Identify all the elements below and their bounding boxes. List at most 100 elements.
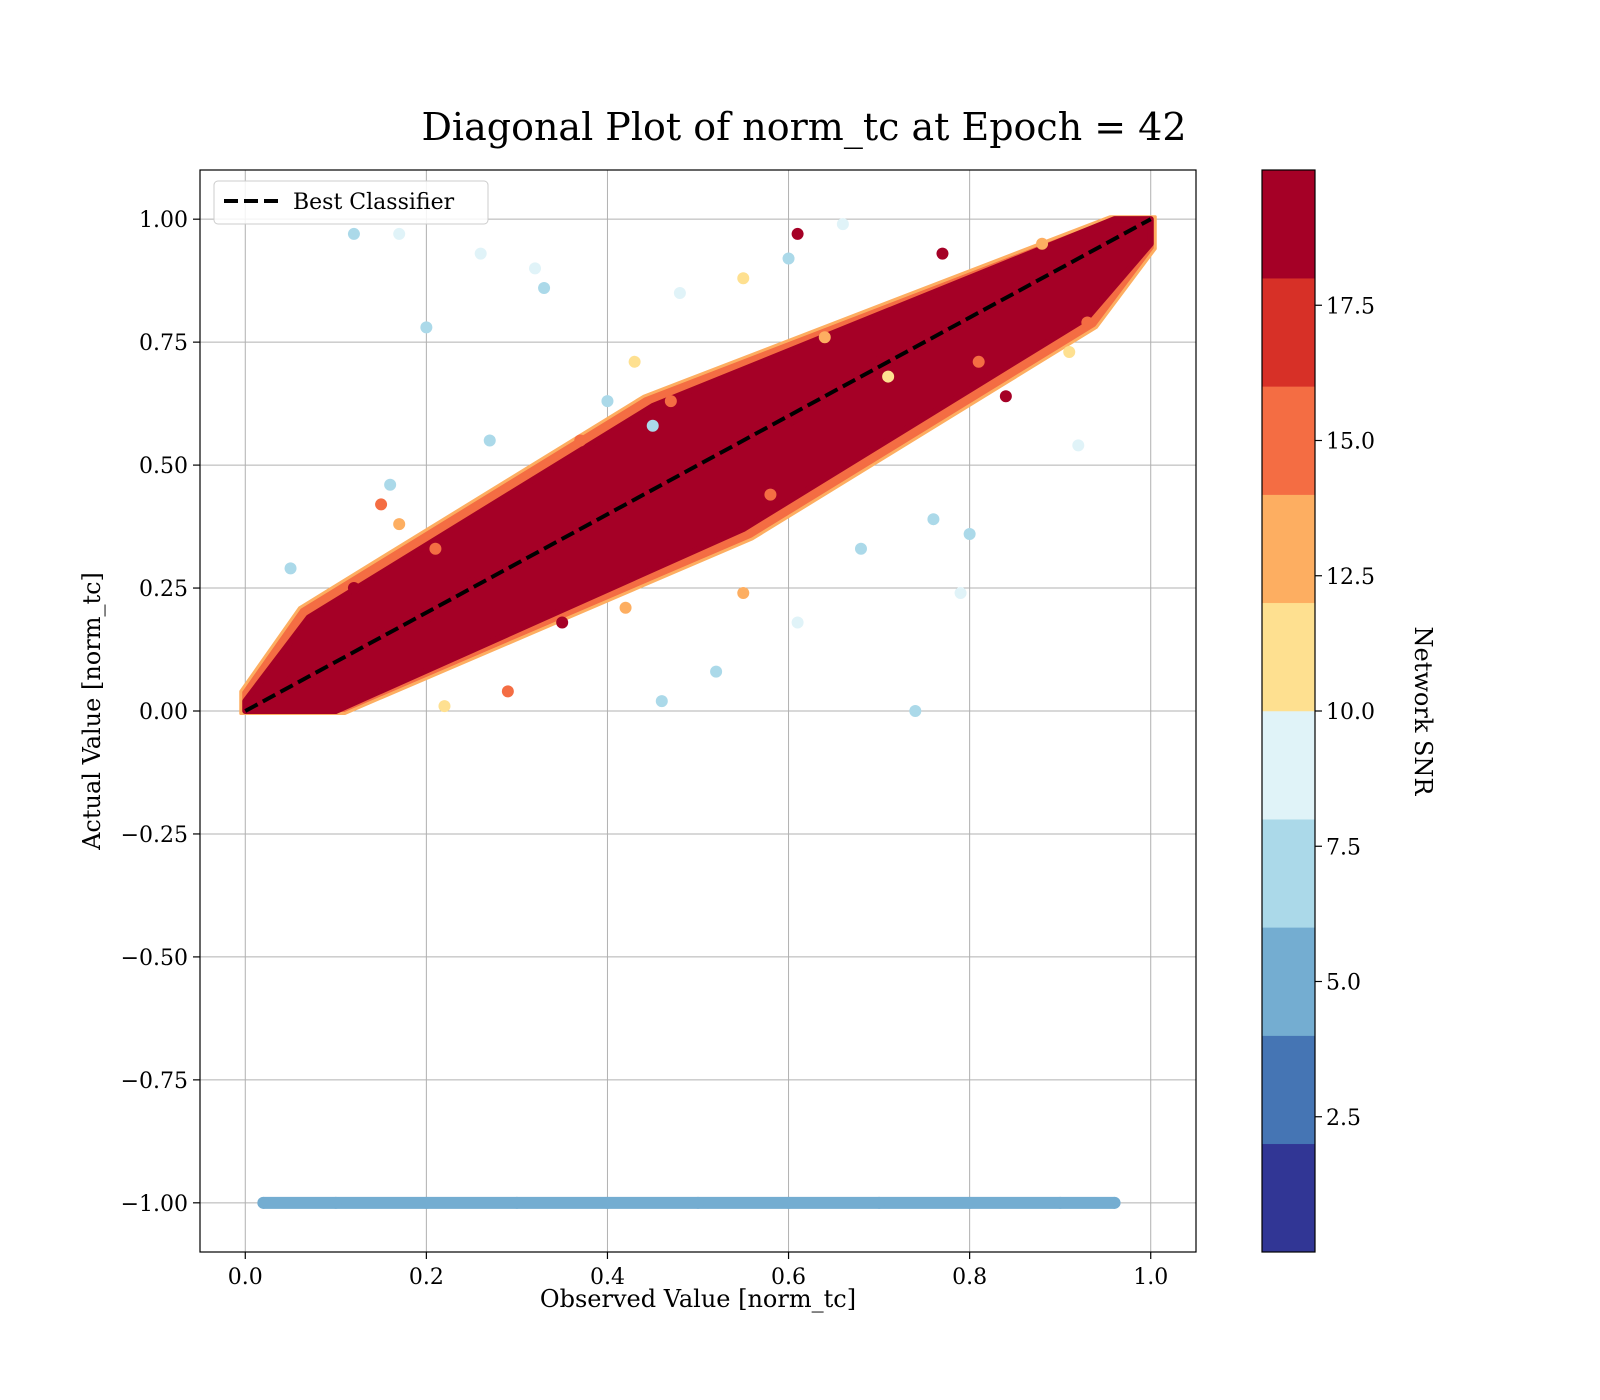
y-tick-label: −0.75 bbox=[121, 1069, 188, 1094]
colorbar-tick-label: 2.5 bbox=[1326, 1106, 1361, 1131]
data-point bbox=[556, 616, 569, 629]
data-point bbox=[909, 705, 922, 717]
data-point bbox=[818, 331, 831, 344]
data-point bbox=[664, 395, 677, 408]
data-point bbox=[483, 434, 496, 447]
y-axis-ticks: 1.00 0.75 0.50 0.25 0.00 −0.25 −0.50 −0.75 −1.00 bbox=[121, 208, 200, 1217]
data-point bbox=[393, 227, 406, 240]
colorbar-tick-label: 5.0 bbox=[1326, 971, 1361, 996]
colorbar-tick-label: 7.5 bbox=[1326, 835, 1361, 860]
data-point bbox=[529, 262, 542, 275]
colorbar-segment bbox=[1261, 710, 1316, 820]
data-point bbox=[601, 395, 614, 408]
y-tick-label: −0.50 bbox=[121, 946, 188, 971]
colorbar-segment bbox=[1261, 169, 1316, 279]
data-point bbox=[347, 582, 360, 595]
x-tick-label: 0.2 bbox=[409, 1265, 444, 1290]
x-tick-label: 0.4 bbox=[590, 1265, 625, 1290]
data-point bbox=[1072, 439, 1085, 452]
data-point bbox=[347, 227, 360, 240]
grid bbox=[200, 170, 1196, 1252]
data-point bbox=[438, 700, 451, 713]
data-point bbox=[384, 478, 397, 491]
data-point bbox=[601, 503, 614, 516]
y-tick-label: 1.00 bbox=[139, 208, 188, 233]
data-points bbox=[257, 218, 1121, 1209]
data-point bbox=[501, 685, 514, 698]
colorbar-tick-label: 10.0 bbox=[1326, 700, 1375, 725]
colorbar-segment bbox=[1261, 1035, 1316, 1145]
colorbar-label: Network SNR bbox=[1409, 627, 1437, 797]
y-tick-label: 0.50 bbox=[139, 454, 188, 479]
data-point bbox=[782, 414, 795, 427]
data-point bbox=[1054, 1196, 1067, 1209]
data-point bbox=[1108, 1196, 1121, 1209]
data-point bbox=[936, 247, 949, 260]
data-point bbox=[999, 390, 1012, 403]
data-point bbox=[692, 1196, 704, 1209]
colorbar-tick-label: 12.5 bbox=[1326, 565, 1375, 590]
data-point bbox=[393, 518, 406, 531]
colorbar-segment bbox=[1261, 386, 1316, 495]
colorbar-segment bbox=[1261, 494, 1316, 604]
x-axis-label: Observed Value [norm_tc] bbox=[540, 1285, 856, 1313]
x-tick-label: 0.8 bbox=[952, 1265, 987, 1290]
data-point bbox=[963, 527, 976, 540]
data-point bbox=[1036, 237, 1049, 250]
y-tick-label: 0.00 bbox=[139, 700, 188, 725]
x-tick-label: 0.0 bbox=[228, 1265, 263, 1290]
y-tick-label: −0.25 bbox=[121, 823, 188, 848]
data-point bbox=[556, 537, 569, 550]
data-point bbox=[673, 286, 686, 299]
chart-title: Diagonal Plot of norm_tc at Epoch = 42 bbox=[421, 105, 1186, 150]
data-point bbox=[972, 355, 985, 368]
data-point bbox=[284, 562, 297, 575]
data-point bbox=[791, 616, 804, 629]
colorbar-segment bbox=[1261, 1143, 1316, 1253]
data-point bbox=[375, 626, 388, 639]
data-point bbox=[764, 488, 777, 501]
data-point bbox=[429, 542, 442, 555]
data-point bbox=[284, 675, 297, 688]
data-point bbox=[737, 586, 750, 599]
data-point bbox=[601, 1196, 614, 1209]
y-tick-label: 0.25 bbox=[139, 577, 188, 602]
colorbar-tick-label: 17.5 bbox=[1326, 294, 1375, 319]
colorbar-segment bbox=[1261, 277, 1316, 387]
data-point bbox=[836, 218, 849, 231]
colorbar-segment bbox=[1261, 927, 1316, 1036]
data-point bbox=[329, 1196, 342, 1209]
data-point bbox=[1081, 316, 1094, 329]
data-point bbox=[375, 498, 388, 511]
data-point bbox=[737, 272, 750, 285]
y-tick-label: 0.75 bbox=[139, 331, 188, 356]
legend: Best Classifier bbox=[213, 180, 489, 225]
colorbar-segment bbox=[1261, 602, 1316, 712]
y-tick-label: −1.00 bbox=[121, 1192, 188, 1217]
data-point bbox=[619, 601, 632, 614]
data-point bbox=[782, 252, 795, 265]
x-tick-label: 1.0 bbox=[1133, 1265, 1168, 1290]
data-point bbox=[927, 513, 940, 526]
data-point bbox=[628, 355, 641, 368]
data-point bbox=[655, 695, 668, 708]
colorbar-ticks: 2.5 5.0 7.5 10.0 12.5 15.0 17.5 bbox=[1315, 294, 1375, 1131]
data-band bbox=[239, 215, 1157, 1209]
colorbar-segment bbox=[1261, 818, 1316, 928]
x-axis-ticks: 0.0 0.2 0.4 0.6 0.8 1.0 bbox=[228, 1252, 1168, 1290]
data-point bbox=[474, 247, 487, 260]
data-point bbox=[954, 586, 967, 599]
data-point bbox=[710, 665, 723, 678]
colorbar bbox=[1261, 169, 1316, 1253]
best-classifier-line bbox=[244, 217, 1152, 713]
data-point bbox=[873, 1196, 886, 1209]
data-point bbox=[510, 1196, 523, 1209]
data-point bbox=[257, 1196, 270, 1209]
data-point bbox=[963, 1196, 976, 1209]
data-point bbox=[538, 282, 551, 295]
y-axis-label: Actual Value [norm_tc] bbox=[78, 572, 106, 851]
data-point bbox=[854, 542, 867, 555]
data-point bbox=[1008, 282, 1021, 295]
data-point bbox=[782, 1196, 795, 1209]
